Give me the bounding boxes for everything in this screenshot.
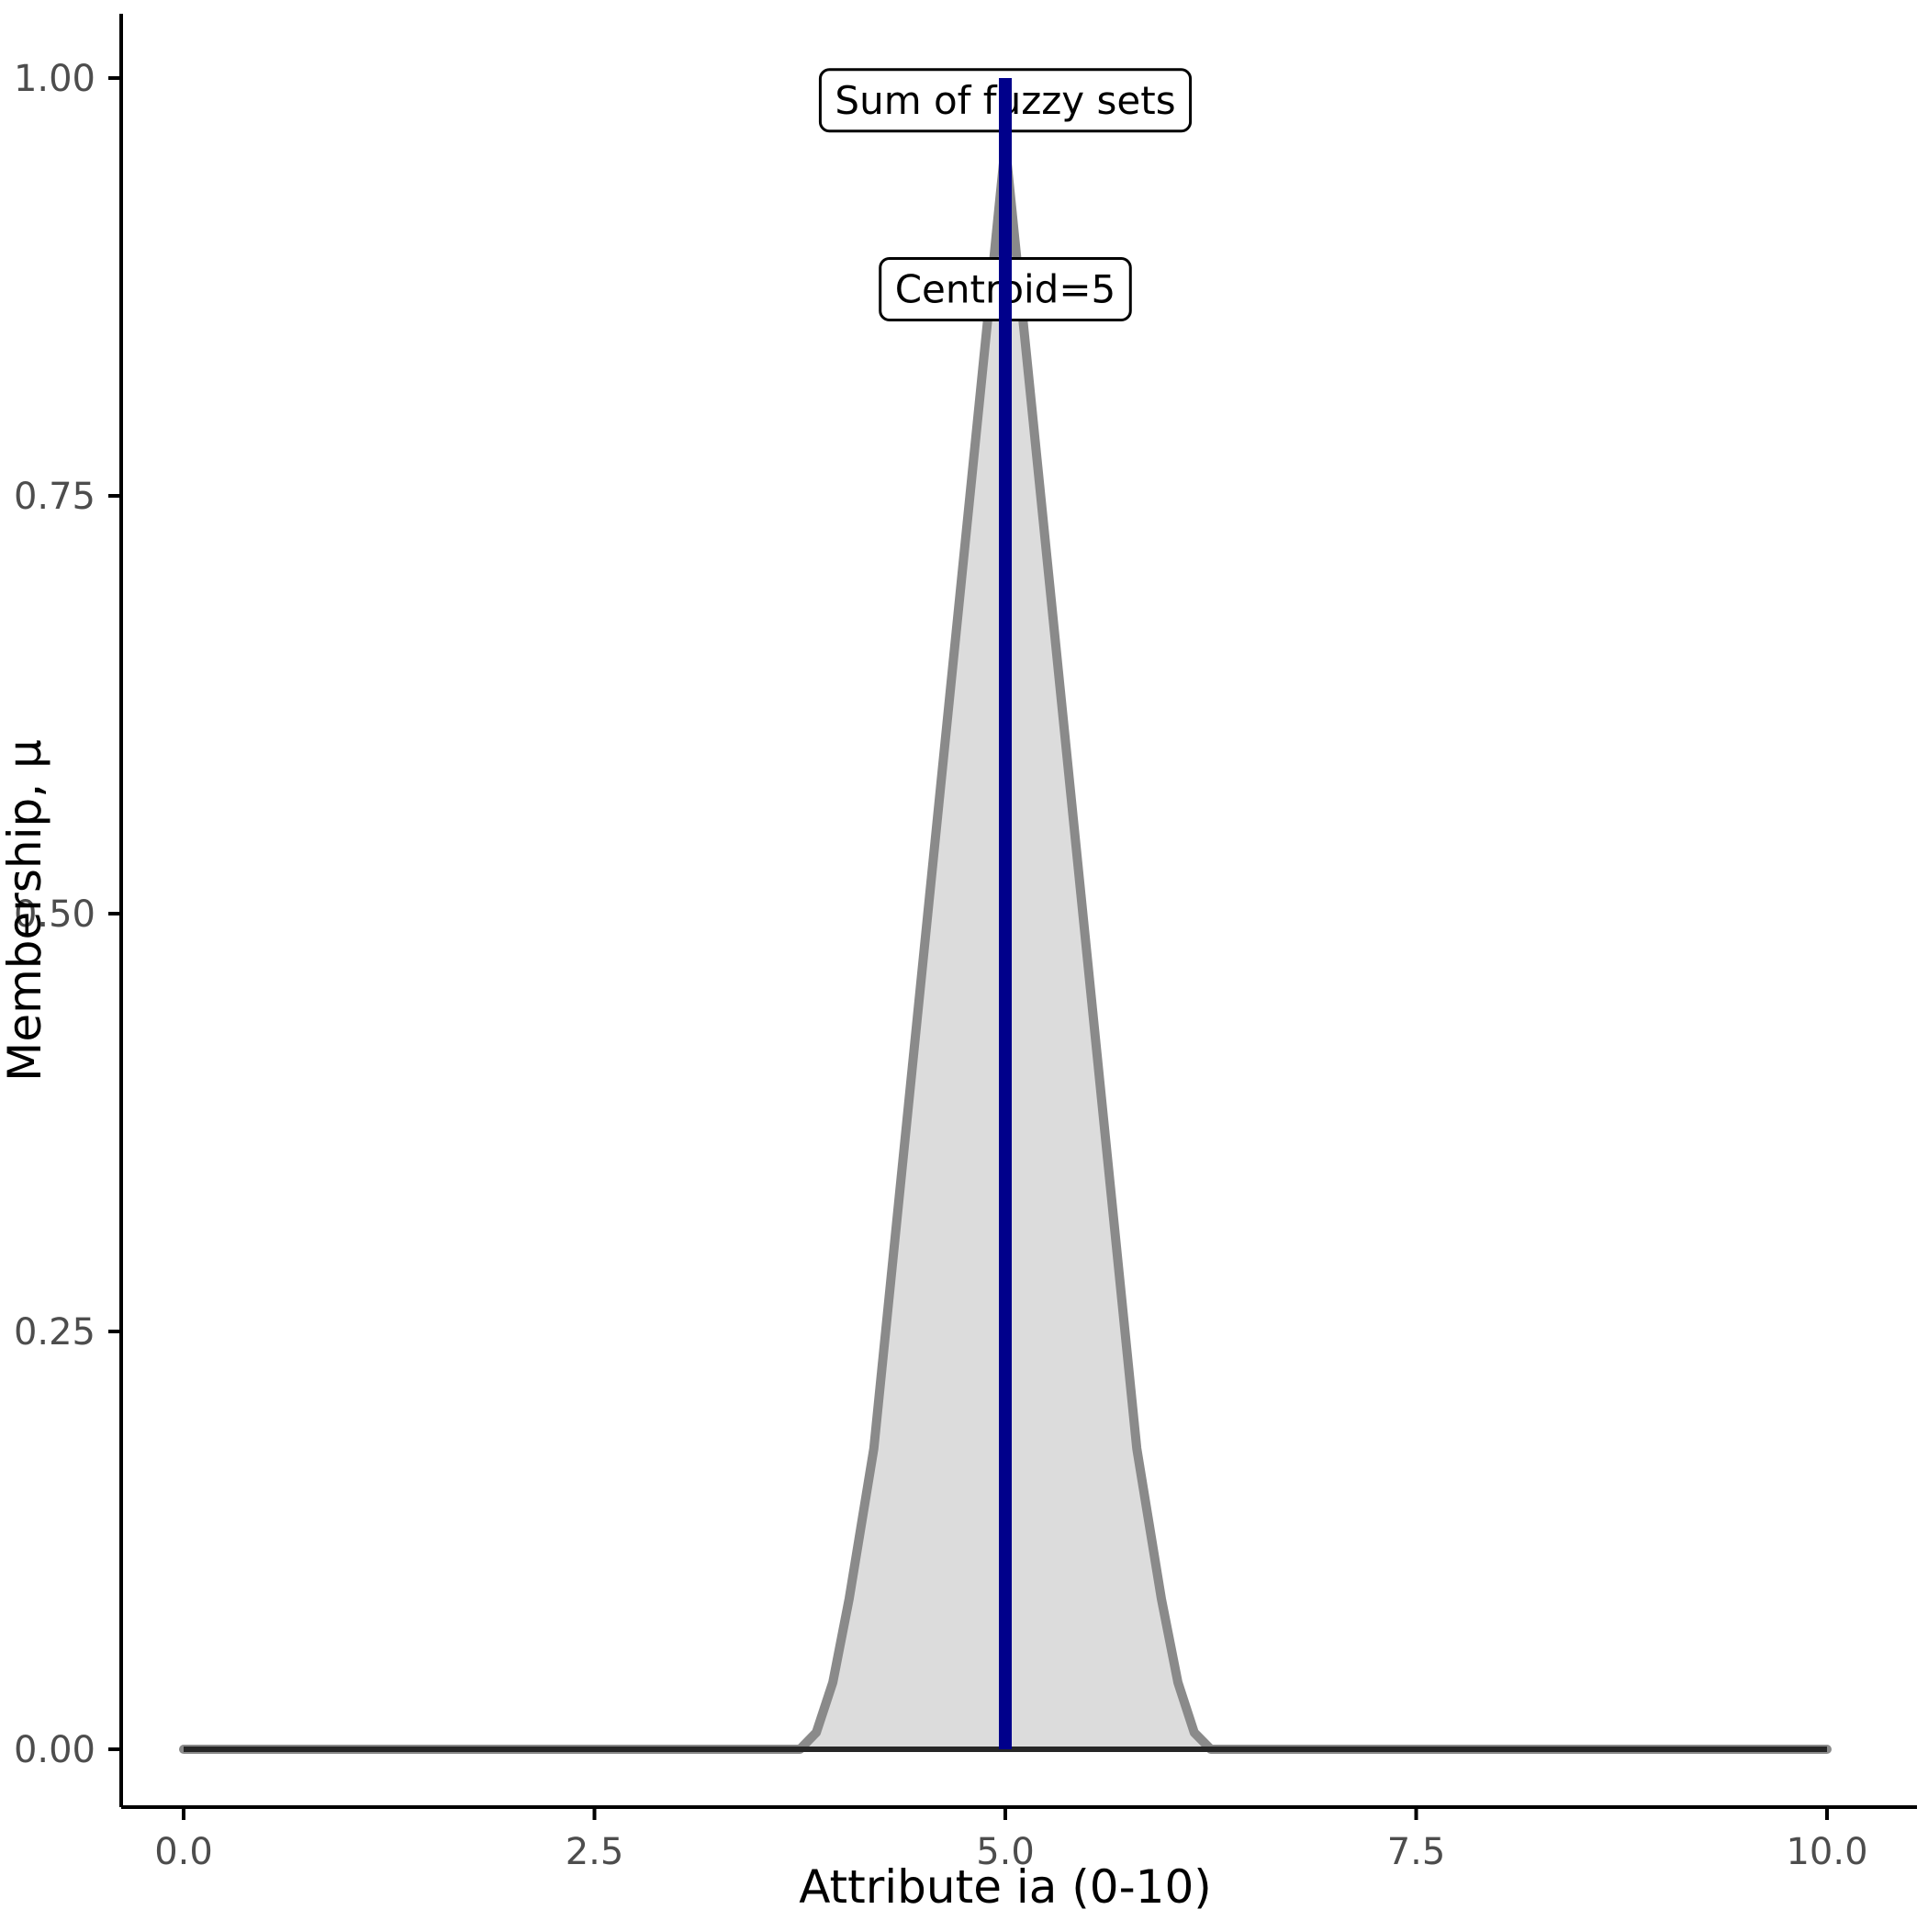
x-tick-label: 5.0 xyxy=(976,1831,1035,1873)
x-tick-label: 2.5 xyxy=(566,1831,624,1873)
y-tick-label: 0.25 xyxy=(14,1311,95,1354)
y-axis-title: Membership, μ xyxy=(0,739,51,1082)
x-tick-label: 7.5 xyxy=(1387,1831,1446,1873)
x-tick-label: 0.0 xyxy=(154,1831,213,1873)
y-tick-label: 0.50 xyxy=(14,893,95,936)
y-tick-label: 0.00 xyxy=(14,1729,95,1771)
x-tick-label: 10.0 xyxy=(1786,1831,1867,1873)
y-tick-label: 1.00 xyxy=(14,58,95,100)
y-tick-label: 0.75 xyxy=(14,476,95,518)
x-axis-title: Attribute ia (0-10) xyxy=(799,1860,1212,1914)
